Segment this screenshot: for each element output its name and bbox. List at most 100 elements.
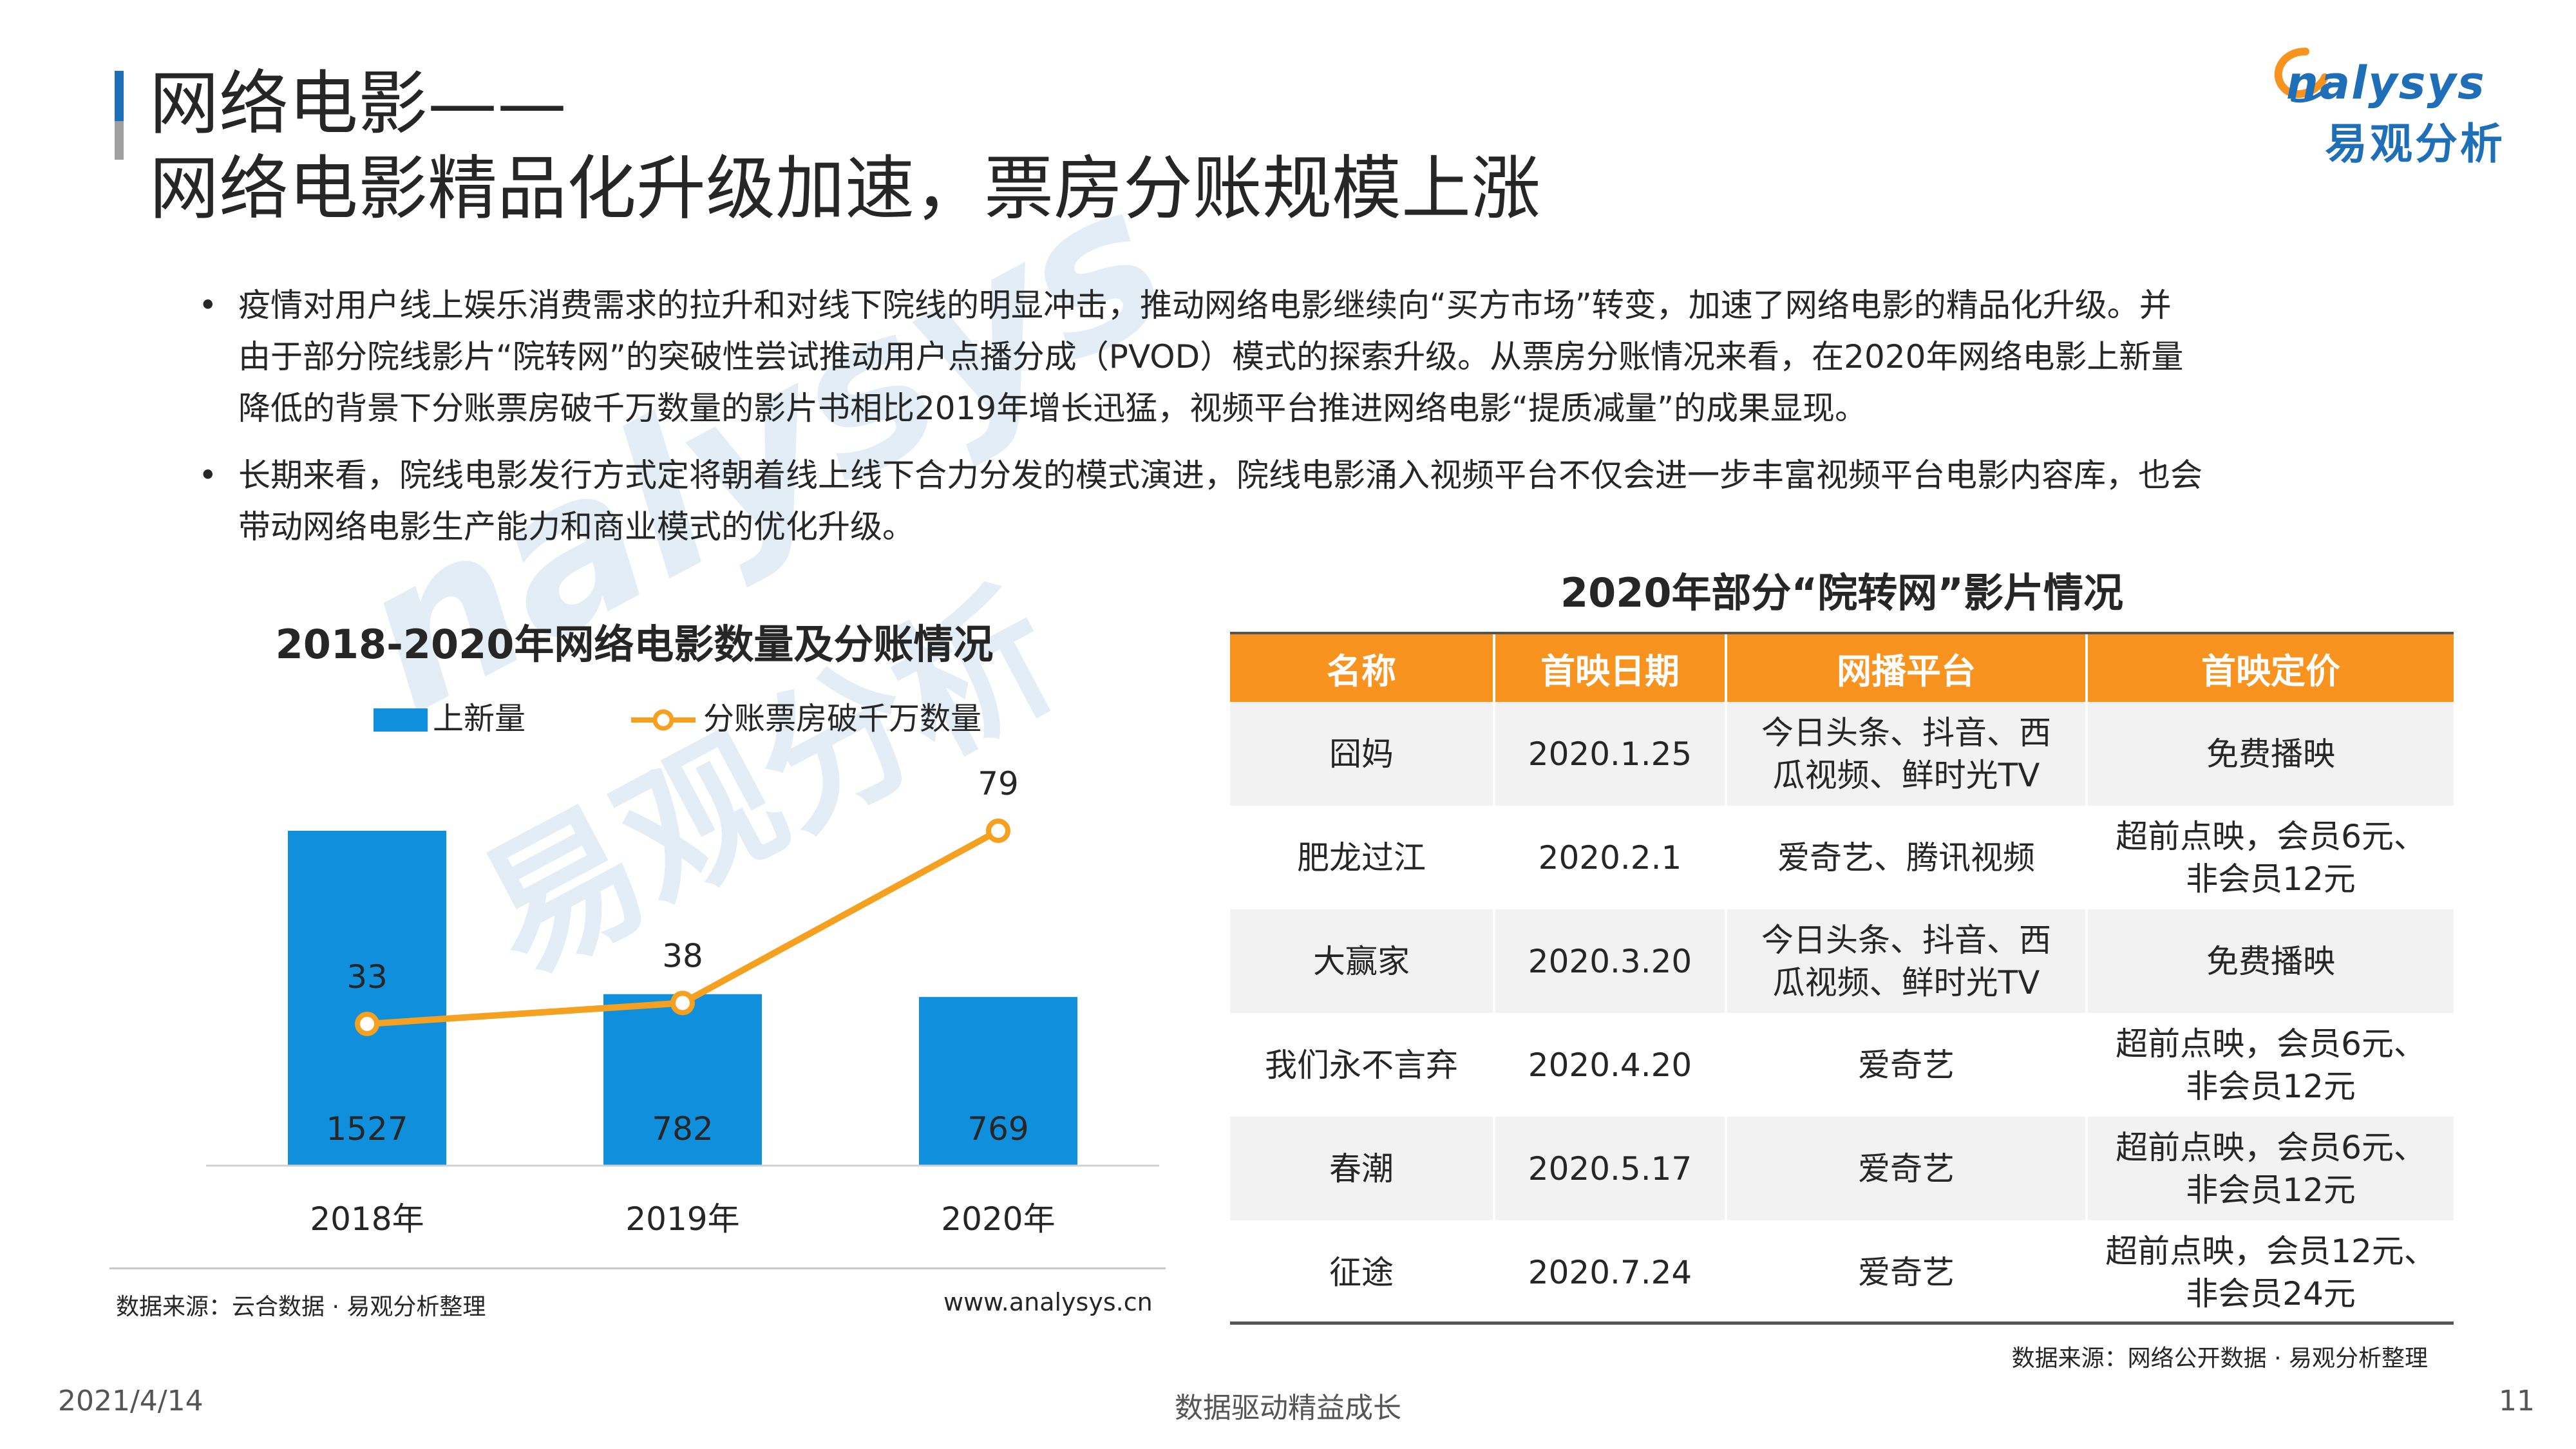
- cell-platform: 今日头条、抖音、西 瓜视频、鲜时光TV: [1726, 909, 2088, 1013]
- cell-name: 征途: [1230, 1220, 1495, 1324]
- page-title-line1: 网络电影——: [149, 64, 567, 144]
- title-accent-bar-secondary: [115, 121, 124, 160]
- bullet-line: 疫情对用户线上娱乐消费需求的拉升和对线下院线的明显冲击，推动网络电影继续向“买方…: [238, 287, 2172, 324]
- cell-platform-line: 爱奇艺、腾讯视频: [1777, 838, 2035, 876]
- chart-source: 数据来源：云合数据 · 易观分析整理: [116, 1294, 486, 1320]
- table-row: 春潮 2020.5.17 爱奇艺 超前点映，会员6元、 非会员12元: [1230, 1117, 2454, 1220]
- cell-price-line: 免费播映: [2206, 735, 2335, 773]
- cell-platform-line: 爱奇艺: [1858, 1046, 1955, 1084]
- page-title-line2: 网络电影精品化升级加速，票房分账规模上涨: [149, 149, 1541, 229]
- legend-line-marker: [652, 709, 674, 731]
- cell-price-line: 超前点映，会员6元、: [2116, 817, 2426, 855]
- table-title: 2020年部分“院转网”影片情况: [1560, 569, 2124, 616]
- page-number: 11: [2499, 1385, 2535, 1417]
- cell-price: 免费播映: [2087, 702, 2454, 806]
- bullet-item: • 长期来看，院线电影发行方式定将朝着线上线下合力分发的模式演进，院线电影涌入视…: [187, 450, 2402, 553]
- cell-price-line: 非会员24元: [2186, 1274, 2356, 1312]
- cell-name: 我们永不言弃: [1230, 1013, 1495, 1117]
- movie-table: 名称 首映日期 网播平台 首映定价 囧妈 2020.1.25 今日头条、抖音、西 瓜视…: [1230, 634, 2454, 1324]
- bullet-item: • 疫情对用户线上娱乐消费需求的拉升和对线下院线的明显冲击，推动网络电影继续向“…: [187, 279, 2402, 434]
- cell-platform-line: 瓜视频、鲜时光TV: [1772, 756, 2040, 794]
- line-point: [986, 819, 1010, 843]
- chart-url: www.analysys.cn: [943, 1288, 1153, 1316]
- cell-price-line: 超前点映，会员6元、: [2116, 1025, 2426, 1063]
- chart-title: 2018-2020年网络电影数量及分账情况: [275, 621, 994, 668]
- cell-price: 超前点映，会员12元、 非会员24元: [2087, 1220, 2454, 1324]
- table-row: 肥龙过江 2020.2.1 爱奇艺、腾讯视频 超前点映，会员6元、 非会员12元: [1230, 806, 2454, 909]
- table-bottom-rule: [1230, 1321, 2454, 1325]
- cell-name: 肥龙过江: [1230, 806, 1495, 909]
- bullet-line: 由于部分院线影片“院转网”的突破性尝试推动用户点播分成（PVOD）模式的探索升级…: [238, 338, 2184, 375]
- legend-label: 分账票房破千万数量: [703, 701, 981, 737]
- legend-label: 上新量: [433, 701, 526, 737]
- cell-name: 囧妈: [1230, 702, 1495, 806]
- cell-date: 2020.4.20: [1494, 1013, 1727, 1117]
- cell-price-line: 非会员12元: [2186, 1171, 2356, 1209]
- line-data-label: 38: [662, 937, 703, 974]
- cell-name: 春潮: [1230, 1117, 1495, 1220]
- bar-data-label: 1527: [326, 1110, 408, 1148]
- x-tick-label: 2019年: [625, 1200, 739, 1238]
- logo-text-cn: 易观分析: [2325, 119, 2505, 169]
- bullet-line: 长期来看，院线电影发行方式定将朝着线上线下合力分发的模式演进，院线电影涌入视频平…: [238, 457, 2202, 494]
- line-point: [355, 1012, 379, 1036]
- bullet-marker: •: [198, 457, 218, 494]
- bar-data-label: 769: [967, 1110, 1028, 1148]
- cell-platform-line: 爱奇艺: [1858, 1253, 1955, 1291]
- bar: [288, 831, 446, 1166]
- table-row: 我们永不言弃 2020.4.20 爱奇艺 超前点映，会员6元、 非会员12元: [1230, 1013, 2454, 1117]
- cell-platform-line: 今日头条、抖音、西: [1761, 714, 2051, 752]
- table-row: 征途 2020.7.24 爱奇艺 超前点映，会员12元、 非会员24元: [1230, 1220, 2454, 1324]
- cell-price-line: 超前点映，会员6元、: [2116, 1128, 2426, 1166]
- x-tick-label: 2018年: [310, 1200, 424, 1238]
- cell-platform-line: 爱奇艺: [1858, 1150, 1955, 1188]
- table-top-rule: [1230, 632, 2454, 634]
- cell-price: 免费播映: [2087, 909, 2454, 1013]
- cell-date: 2020.2.1: [1494, 806, 1727, 909]
- bar-data-label: 782: [652, 1110, 713, 1148]
- footer-slogan: 数据驱动精益成长: [1175, 1392, 1401, 1425]
- cell-platform: 爱奇艺: [1726, 1117, 2088, 1220]
- header-date: 首映日期: [1494, 634, 1727, 702]
- table-body: 囧妈 2020.1.25 今日头条、抖音、西 瓜视频、鲜时光TV 免费播映 肥龙过江 202…: [1230, 702, 2454, 1324]
- cell-price: 超前点映，会员6元、 非会员12元: [2087, 1117, 2454, 1220]
- bullet-line: 降低的背景下分账票房破千万数量的影片书相比2019年增长迅猛，视频平台推进网络电…: [238, 390, 1868, 427]
- legend-bar-swatch: [374, 708, 428, 732]
- line-data-label: 33: [346, 958, 388, 996]
- cell-platform: 爱奇艺: [1726, 1013, 2088, 1117]
- cell-name: 大赢家: [1230, 909, 1495, 1013]
- combo-chart: 上新量 分账票房破千万数量 1527 782 769 2018年 2019年 2020年 33 3…: [206, 701, 1159, 1238]
- logo-swoosh-icon: [2274, 48, 2332, 103]
- bullet-list: • 疫情对用户线上娱乐消费需求的拉升和对线下院线的明显冲击，推动网络电影继续向“…: [187, 279, 2402, 568]
- cell-date: 2020.1.25: [1494, 702, 1727, 806]
- footer-date: 2021/4/14: [58, 1385, 204, 1417]
- bar: [919, 997, 1077, 1166]
- line-data-label: 79: [978, 765, 1019, 802]
- cell-platform-line: 瓜视频、鲜时光TV: [1772, 963, 2040, 1001]
- table-header-row: 名称 首映日期 网播平台 首映定价: [1230, 634, 2454, 702]
- line-point: [670, 990, 695, 1016]
- bullet-marker: •: [198, 287, 218, 324]
- cell-platform: 爱奇艺、腾讯视频: [1726, 806, 2088, 909]
- analysys-logo: nalysys 易观分析: [2267, 39, 2537, 169]
- table-row: 囧妈 2020.1.25 今日头条、抖音、西 瓜视频、鲜时光TV 免费播映: [1230, 702, 2454, 806]
- cell-date: 2020.5.17: [1494, 1117, 1727, 1220]
- bar: [603, 994, 762, 1166]
- chart-divider: [109, 1267, 1166, 1269]
- title-accent-bar: [115, 71, 124, 121]
- cell-price: 超前点映，会员6元、 非会员12元: [2087, 806, 2454, 909]
- cell-price-line: 超前点映，会员12元、: [2105, 1232, 2436, 1270]
- cell-price-line: 非会员12元: [2186, 1067, 2356, 1105]
- cell-price: 超前点映，会员6元、 非会员12元: [2087, 1013, 2454, 1117]
- header-name: 名称: [1230, 634, 1495, 702]
- cell-price-line: 非会员12元: [2186, 860, 2356, 898]
- cell-platform: 爱奇艺: [1726, 1220, 2088, 1324]
- table-source: 数据来源：网络公开数据 · 易观分析整理: [2011, 1345, 2428, 1372]
- logo-text-en: nalysys: [2286, 57, 2486, 109]
- cell-platform-line: 今日头条、抖音、西: [1761, 921, 2051, 959]
- header-platform: 网播平台: [1726, 634, 2088, 702]
- cell-date: 2020.3.20: [1494, 909, 1727, 1013]
- header-price: 首映定价: [2087, 634, 2454, 702]
- cell-platform: 今日头条、抖音、西 瓜视频、鲜时光TV: [1726, 702, 2088, 806]
- bullet-line: 带动网络电影生产能力和商业模式的优化升级。: [238, 508, 914, 545]
